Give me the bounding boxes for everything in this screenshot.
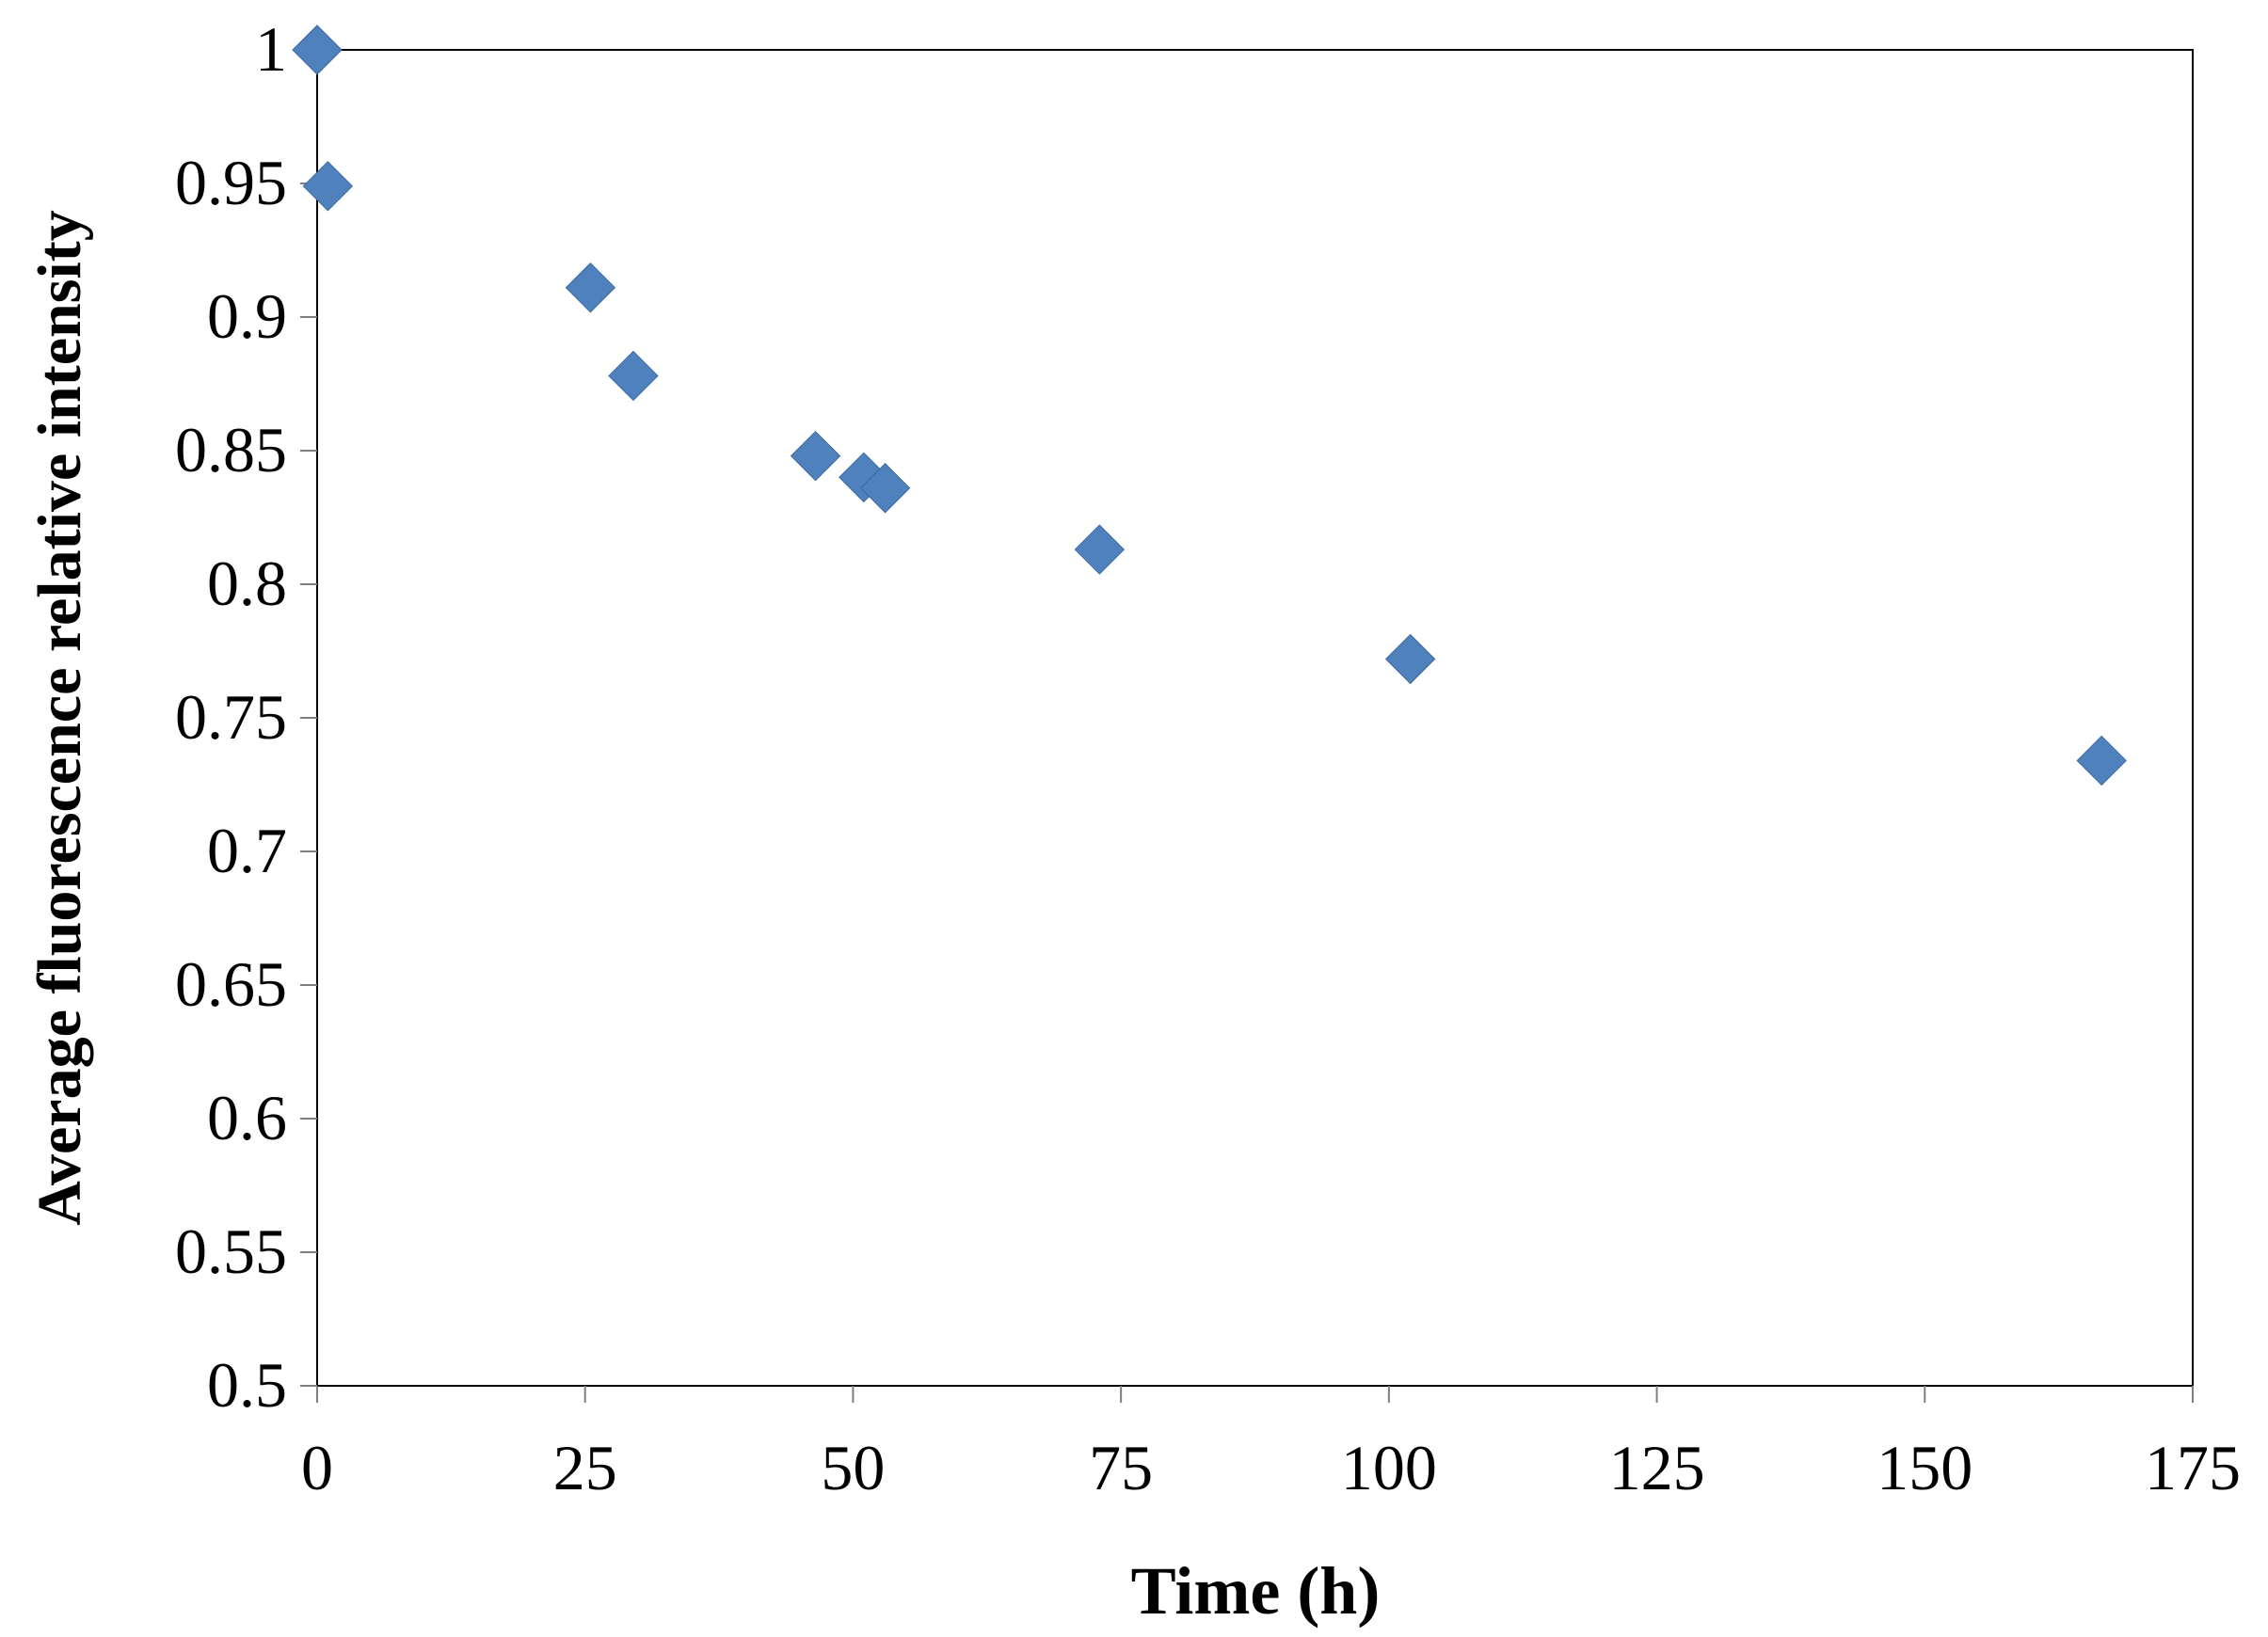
data-point xyxy=(859,463,911,514)
x-tick-label: 75 xyxy=(1089,1432,1153,1503)
x-tick-label: 25 xyxy=(553,1432,617,1503)
y-tick-label: 0.55 xyxy=(175,1216,287,1287)
x-axis-title: Time (h) xyxy=(1131,1553,1381,1629)
y-tick-label: 0.7 xyxy=(207,815,287,886)
data-point xyxy=(608,350,659,402)
x-tick-label: 100 xyxy=(1341,1432,1437,1503)
data-points xyxy=(292,24,2127,787)
data-point xyxy=(790,430,841,482)
data-point xyxy=(292,24,343,75)
x-axis: 0 25 50 75 100 125 150 175 xyxy=(301,1386,2241,1503)
data-point xyxy=(565,262,616,313)
data-point xyxy=(1384,633,1436,685)
y-tick-label: 0.6 xyxy=(207,1082,287,1153)
y-tick-label: 1 xyxy=(255,13,287,85)
y-tick-label: 0.95 xyxy=(175,147,287,218)
y-tick-label: 0.8 xyxy=(207,548,287,619)
x-tick-label: 50 xyxy=(821,1432,885,1503)
y-axis-title: Average fluorescence relative intensity xyxy=(25,210,94,1226)
y-tick-label: 0.9 xyxy=(207,280,287,352)
y-tick-label: 0.85 xyxy=(175,414,287,485)
x-tick-label: 175 xyxy=(2145,1432,2241,1503)
x-tick-label: 125 xyxy=(1609,1432,1705,1503)
y-tick-label: 0.5 xyxy=(207,1349,287,1421)
data-point xyxy=(1074,524,1126,575)
y-tick-label: 0.75 xyxy=(175,681,287,753)
y-axis: 0.5 0.55 0.6 0.65 0.7 0.75 0.8 0.85 0.9 0.95 1 xyxy=(175,13,317,1421)
x-tick-label: 0 xyxy=(301,1432,333,1503)
data-point xyxy=(302,161,354,212)
y-tick-label: 0.65 xyxy=(175,948,287,1020)
plot-area xyxy=(316,49,2194,1387)
x-tick-label: 150 xyxy=(1877,1432,1973,1503)
data-point xyxy=(2076,735,2127,787)
